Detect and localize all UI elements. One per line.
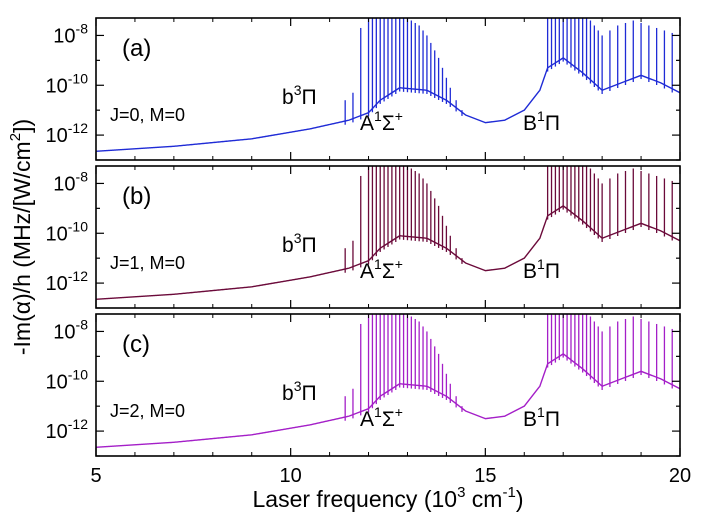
x-tick-label: 5 xyxy=(90,465,101,487)
panel-3: 10-8 10-10 10-12 (c) J=2, M=0 b3Π A1Σ+ B1Π xyxy=(46,313,681,457)
A1sigma-state-label: A1Σ+ xyxy=(360,108,403,135)
b3pi-state-label: b3Π xyxy=(282,378,317,405)
A1sigma-state-label: A1Σ+ xyxy=(360,404,403,431)
y-tick-label: 10-10 xyxy=(46,70,89,97)
y-tick-label: 10-8 xyxy=(53,168,88,195)
panel-label: (c) xyxy=(122,331,150,358)
b3pi-state-label: b3Π xyxy=(282,230,317,257)
series-group xyxy=(96,18,680,152)
y-tick-label: 10-12 xyxy=(46,120,89,147)
panel-2: 10-8 10-10 10-12 (b) J=1, M=0 b3Π A1Σ+ B1Π xyxy=(46,165,681,309)
y-axis-title: -Im(α)/h (MHz/[W/cm2]) xyxy=(7,119,35,355)
panel-label: (a) xyxy=(122,35,151,62)
y-tick-label: 10-10 xyxy=(46,218,89,245)
B1pi-state-label: B1Π xyxy=(523,404,560,431)
A1sigma-state-label: A1Σ+ xyxy=(360,256,403,283)
y-tick-label: 10-10 xyxy=(46,366,89,393)
quantum-number-label: J=2, M=0 xyxy=(110,401,185,421)
panel-frame xyxy=(95,17,681,161)
quantum-number-label: J=0, M=0 xyxy=(110,105,185,125)
panel-frame xyxy=(95,313,681,457)
y-tick-label: 10-12 xyxy=(46,416,89,443)
quantum-number-label: J=1, M=0 xyxy=(110,253,185,273)
x-tick-label: 10 xyxy=(280,465,302,487)
B1pi-state-label: B1Π xyxy=(523,108,560,135)
panel-label: (b) xyxy=(122,183,151,210)
series-group xyxy=(96,314,680,448)
y-tick-label: 10-8 xyxy=(53,20,88,47)
panel-1: 10-8 10-10 10-12 (a) J=0, M=0 b3Π A1Σ+ B1Π xyxy=(46,17,681,161)
series-group xyxy=(96,166,680,300)
y-tick-label: 10-8 xyxy=(53,316,88,343)
b3pi-state-label: b3Π xyxy=(282,82,317,109)
x-tick-label: 15 xyxy=(474,465,496,487)
x-tick-label: 20 xyxy=(669,465,691,487)
y-tick-label: 10-12 xyxy=(46,268,89,295)
B1pi-state-label: B1Π xyxy=(523,256,560,283)
panel-frame xyxy=(95,165,681,309)
x-axis-title: Laser frequency (103 cm-1) xyxy=(253,484,524,512)
